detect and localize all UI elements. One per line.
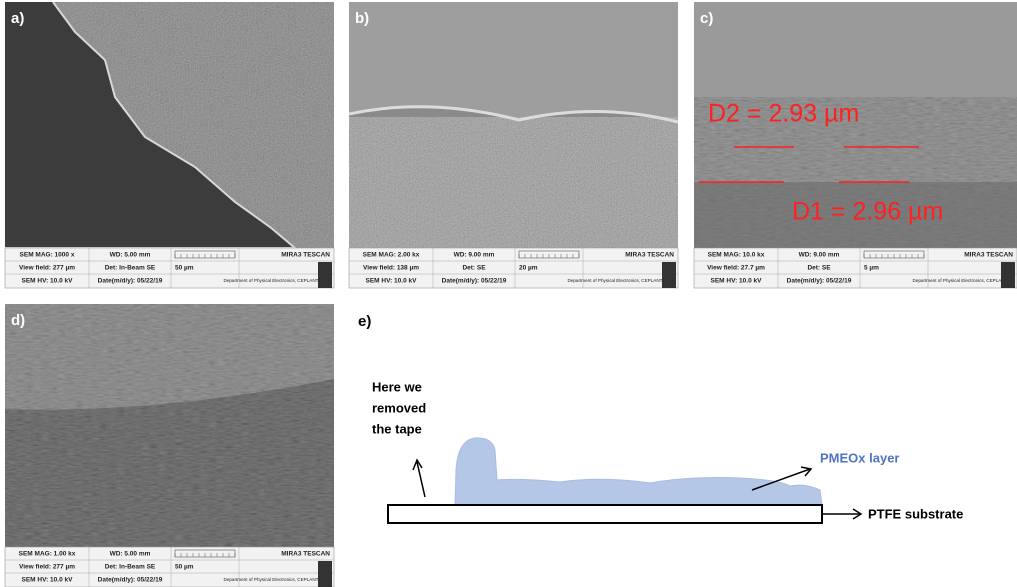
info-scale: 20 µm [519,265,538,272]
sem-image: D2 = 2.93 µm D1 = 2.96 µm [694,2,1017,248]
noise [349,117,678,248]
info-mag: SEM MAG: 1.00 kx [19,551,76,558]
sem-image [5,304,334,547]
panel-label: e) [358,313,371,330]
panel-label: a) [11,10,24,27]
info-brand: MIRA3 TESCAN [625,252,674,259]
substrate-label: PTFE substrate [868,506,963,521]
info-mag: SEM MAG: 10.0 kx [708,252,765,259]
sem-image [5,2,334,248]
info-detector: Det: SE [462,265,486,272]
noise [5,304,334,547]
info-department: Department of Physical Electronics, CEPL… [568,278,663,283]
info-wd: WD: 9.00 mm [454,252,495,259]
info-view-field: View field: 277 µm [19,265,75,272]
info-view-field: View field: 277 µm [19,564,75,571]
tape-note: the tape [372,421,422,436]
info-brand: MIRA3 TESCAN [281,252,330,259]
info-detector: Det: In-Beam SE [105,564,156,571]
info-hv: SEM HV: 10.0 kV [22,278,74,285]
info-hv: SEM HV: 10.0 kV [711,278,763,285]
panel-label: c) [700,10,713,27]
figure: e) Here we removed the tape PMEOx layer … [0,0,1017,587]
pmeox-layer [455,438,822,505]
tape-note: Here we [372,379,422,394]
sem-image [349,2,678,248]
info-mag: SEM MAG: 2.00 kx [363,252,420,259]
measurement: D2 = 2.93 µm [708,100,859,128]
info-wd: WD: 5.00 mm [110,551,151,558]
info-department: Department of Physical Electronics, CEPL… [224,577,319,582]
info-date: Date(m/d/y): 05/22/19 [98,577,163,584]
info-scale: 5 µm [864,265,879,272]
logo [1001,262,1015,288]
info-detector: Det: In-Beam SE [105,265,156,272]
info-mag: SEM MAG: 1000 x [20,252,75,259]
info-date: Date(m/d/y): 05/22/19 [98,278,163,285]
panel-label: d) [11,312,25,329]
info-department: Department of Physical Electronics, CEPL… [913,278,1008,283]
info-wd: WD: 9.00 mm [799,252,840,259]
tape-note: removed [372,400,426,415]
ptfe-substrate [388,505,822,523]
sem-panel: d) SEM MAG: 1.00 kx WD: 5.00 mm View field:… [5,304,334,587]
info-scale: 50 µm [175,564,194,571]
info-date: Date(m/d/y): 05/22/19 [787,278,852,285]
info-detector: Det: SE [807,265,831,272]
info-department: Department of Physical Electronics, CEPL… [224,278,319,283]
diagram: e) Here we removed the tape PMEOx layer … [358,313,963,523]
layer-label: PMEOx layer [820,450,900,465]
measurement: D1 = 2.96 µm [792,198,943,226]
info-scale: 50 µm [175,265,194,272]
info-view-field: View field: 27.7 µm [707,265,765,272]
info-hv: SEM HV: 10.0 kV [22,577,74,584]
info-view-field: View field: 138 µm [363,265,419,272]
logo [662,262,676,288]
info-date: Date(m/d/y): 05/22/19 [442,278,507,285]
info-hv: SEM HV: 10.0 kV [366,278,418,285]
sem-panel: b) SEM MAG: 2.00 kx WD: 9.00 mm View field:… [349,2,678,288]
info-brand: MIRA3 TESCAN [281,551,330,558]
info-brand: MIRA3 TESCAN [964,252,1013,259]
logo [318,561,332,587]
logo [318,262,332,288]
sem-panel: D2 = 2.93 µm D1 = 2.96 µm c) SEM MAG: 10.0 … [694,2,1017,288]
panel-label: b) [355,10,369,27]
sem-panel: a) SEM MAG: 1000 x WD: 5.00 mm View field: … [5,2,334,288]
info-wd: WD: 5.00 mm [110,252,151,259]
